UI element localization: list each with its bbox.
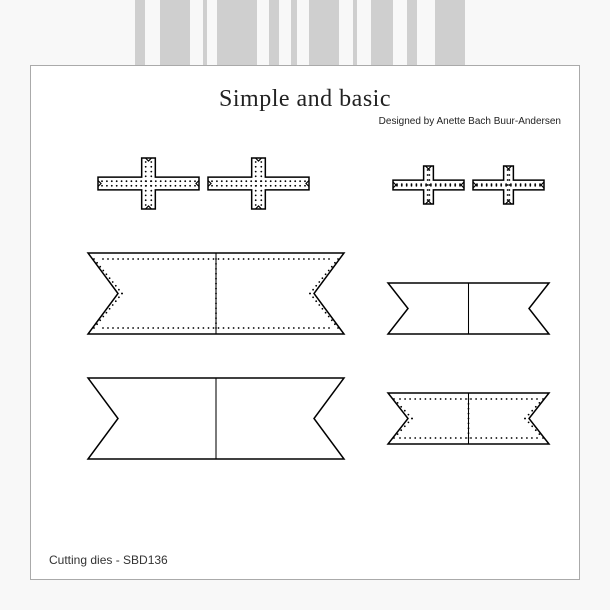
banner-die-plain-small: [386, 281, 551, 336]
cross-die-large-b: [206, 156, 311, 211]
cross-die-small-a: [391, 164, 466, 206]
banner-die-dotted-small: [386, 391, 551, 446]
brand-title: Simple and basic: [31, 86, 579, 113]
designer-credit: Designed by Anette Bach Buur-Andersen: [379, 116, 561, 127]
product-code: Cutting dies - SBD136: [49, 553, 168, 567]
cross-die-small-b: [471, 164, 546, 206]
die-shapes-area: [56, 146, 554, 539]
product-panel: Simple and basic Designed by Anette Bach…: [30, 65, 580, 580]
banner-die-plain-large: [86, 376, 346, 461]
banner-die-dotted-large: [86, 251, 346, 336]
cross-die-large-a: [96, 156, 201, 211]
